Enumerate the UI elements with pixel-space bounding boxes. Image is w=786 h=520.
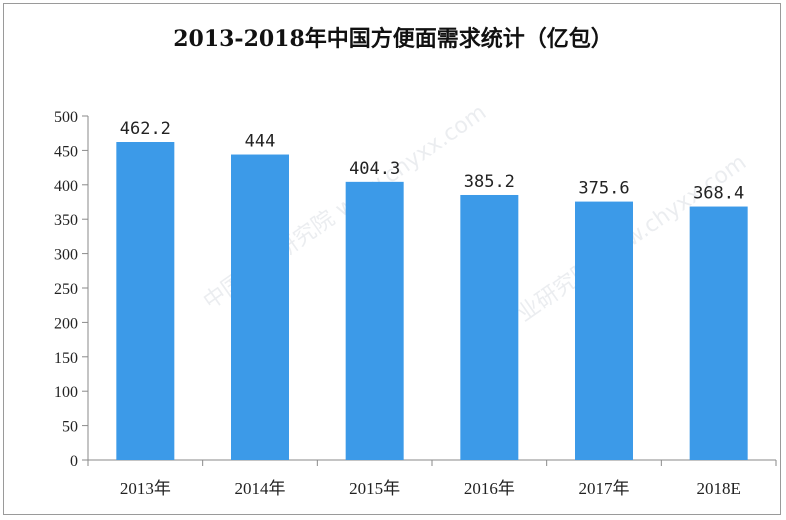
data-label: 375.6 [578, 179, 629, 199]
bar [345, 181, 404, 460]
data-label: 462.2 [120, 119, 171, 139]
y-tick-label: 100 [54, 384, 78, 401]
bar [689, 206, 748, 460]
y-tick-label: 250 [54, 281, 78, 298]
y-tick-label: 50 [62, 419, 78, 436]
y-tick-label: 300 [54, 247, 78, 264]
x-tick-label: 2018E [696, 479, 740, 498]
data-label: 385.2 [464, 172, 515, 192]
data-label: 444 [245, 132, 276, 152]
x-tick-label: 2014年 [235, 479, 286, 498]
data-label: 404.3 [349, 159, 400, 179]
x-tick-label: 2017年 [579, 479, 630, 498]
y-tick-label: 200 [54, 315, 78, 332]
bars [116, 142, 748, 460]
y-tick-label: 450 [54, 143, 78, 160]
y-axis: 0 50 100 150 200 250 300 350 400 450 500 [54, 109, 89, 470]
y-tick-label: 400 [54, 178, 78, 195]
x-tick-label: 2016年 [464, 479, 515, 498]
bar [575, 201, 633, 460]
bar [116, 142, 175, 460]
data-label: 368.4 [693, 184, 744, 204]
bar [460, 194, 519, 460]
y-tick-label: 350 [54, 212, 78, 229]
y-tick-label: 500 [54, 109, 78, 126]
bar [231, 154, 289, 460]
x-tick-label: 2013年 [120, 479, 171, 498]
x-axis: 2013年 2014年 2015年 2016年 2017年 2018E [87, 459, 777, 498]
data-labels: 462.2 444 404.3 385.2 375.6 368.4 [120, 119, 745, 204]
y-tick-label: 150 [54, 350, 78, 367]
x-tick-label: 2015年 [349, 479, 400, 498]
y-tick-label: 0 [70, 453, 78, 470]
chart-title: 2013-2018年中国方便面需求统计（亿包） [173, 26, 613, 52]
